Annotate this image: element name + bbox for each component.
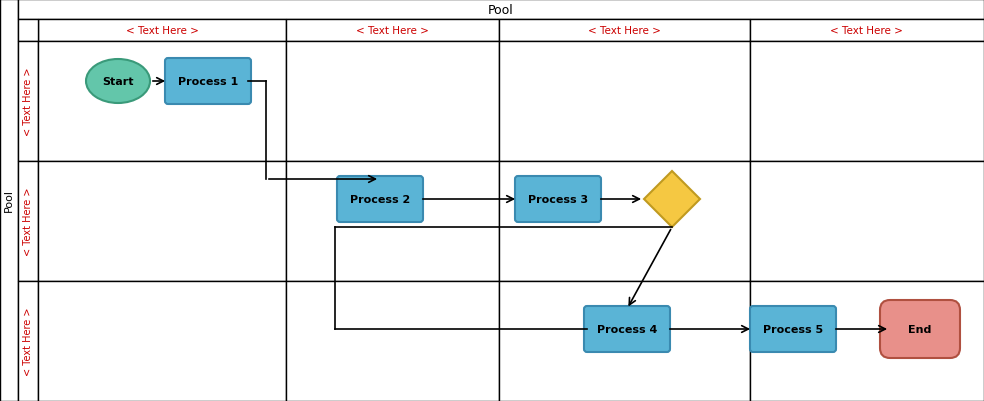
FancyBboxPatch shape (880, 300, 960, 358)
Text: < Text Here >: < Text Here > (830, 26, 903, 36)
Bar (38, 281, 286, 401)
Text: Process 3: Process 3 (528, 194, 588, 205)
Bar (18, 162, 38, 281)
FancyBboxPatch shape (750, 306, 836, 352)
Bar (750, 281, 984, 401)
Bar (18, 42, 38, 162)
Bar (750, 20, 984, 42)
Bar (38, 20, 286, 42)
Text: Pool: Pool (488, 4, 514, 16)
Bar (750, 42, 984, 162)
Bar (18, 281, 38, 401)
Bar (499, 162, 750, 281)
FancyBboxPatch shape (165, 59, 251, 105)
Bar (18, 0, 984, 20)
Text: Process 4: Process 4 (597, 324, 657, 334)
Bar (286, 281, 499, 401)
Text: < Text Here >: < Text Here > (587, 26, 661, 36)
Text: Pool: Pool (4, 189, 14, 212)
Text: Process 2: Process 2 (350, 194, 410, 205)
Text: End: End (908, 324, 932, 334)
Text: Process 1: Process 1 (178, 77, 238, 87)
Ellipse shape (86, 60, 150, 104)
Text: < Text Here >: < Text Here > (356, 26, 429, 36)
Text: Process 5: Process 5 (763, 324, 823, 334)
Polygon shape (644, 172, 700, 227)
Bar (750, 162, 984, 281)
Text: Start: Start (102, 77, 134, 87)
FancyBboxPatch shape (337, 176, 423, 223)
Bar (286, 162, 499, 281)
Bar (499, 42, 750, 162)
Text: < Text Here >: < Text Here > (23, 187, 33, 255)
Bar (499, 281, 750, 401)
Bar (286, 20, 499, 42)
Bar (499, 20, 750, 42)
FancyBboxPatch shape (584, 306, 670, 352)
Bar (0, 0, 18, 401)
Bar (286, 42, 499, 162)
Text: < Text Here >: < Text Here > (126, 26, 199, 36)
Bar (38, 162, 286, 281)
Text: < Text Here >: < Text Here > (23, 307, 33, 375)
FancyBboxPatch shape (515, 176, 601, 223)
Bar (18, 20, 38, 42)
Bar (38, 42, 286, 162)
Text: < Text Here >: < Text Here > (23, 68, 33, 136)
